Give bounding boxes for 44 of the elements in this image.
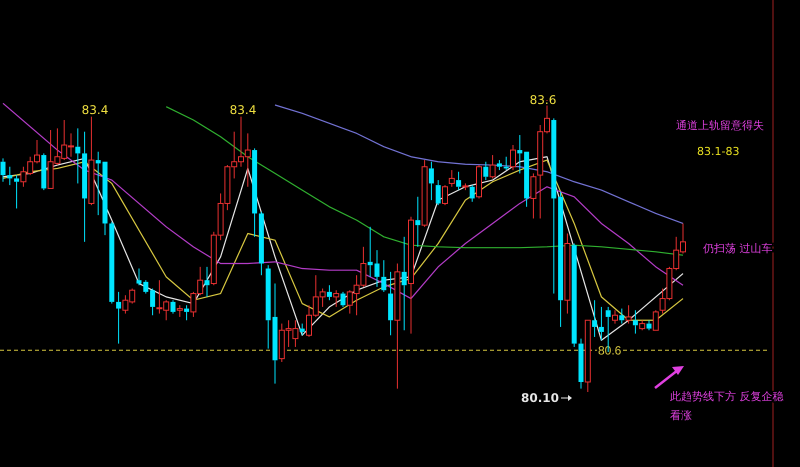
text: 83.1-83 (697, 145, 740, 158)
candlestick (470, 184, 475, 202)
candlestick (7, 166, 12, 186)
candlestick (266, 264, 271, 350)
candlestick (456, 171, 462, 191)
candlestick (116, 291, 122, 344)
candlestick (483, 161, 488, 181)
candlestick (598, 306, 604, 341)
candlestick (326, 284, 332, 301)
candlestick (300, 323, 305, 336)
candlestick (0, 158, 6, 182)
candlestick (184, 304, 190, 321)
candlestick (448, 170, 455, 188)
candlestick (428, 161, 434, 201)
candlestick (381, 260, 386, 292)
candlestick (75, 128, 80, 184)
candlestick (530, 172, 536, 219)
candlestick (368, 226, 373, 278)
candlestick (394, 263, 400, 390)
candlestick (176, 304, 183, 318)
candlestick (82, 131, 88, 242)
annotation: 83.4 (230, 103, 256, 117)
candlestick (578, 338, 584, 390)
candlestick (374, 250, 380, 288)
candlestick (632, 310, 638, 334)
text: 仍扫荡 过山车 (702, 242, 772, 255)
candlestick (510, 144, 516, 171)
candlestick (646, 320, 652, 331)
candlestick (402, 236, 407, 331)
candlestick (388, 271, 394, 336)
annotation: 通道上轨留意得失 (676, 119, 764, 132)
candlestick (496, 160, 502, 171)
candlestick (272, 283, 278, 384)
candlestick (619, 308, 624, 324)
annotation: 83.6 (530, 93, 556, 107)
candlestick (333, 290, 340, 308)
candlestick (204, 266, 210, 298)
candlestick (415, 196, 420, 248)
annotation: 80.10 (521, 391, 559, 405)
annotation: 83.4 (82, 103, 108, 117)
candlestick (14, 174, 20, 209)
candlestick (564, 232, 570, 314)
candlestick (592, 300, 598, 338)
candlestick (96, 151, 101, 216)
